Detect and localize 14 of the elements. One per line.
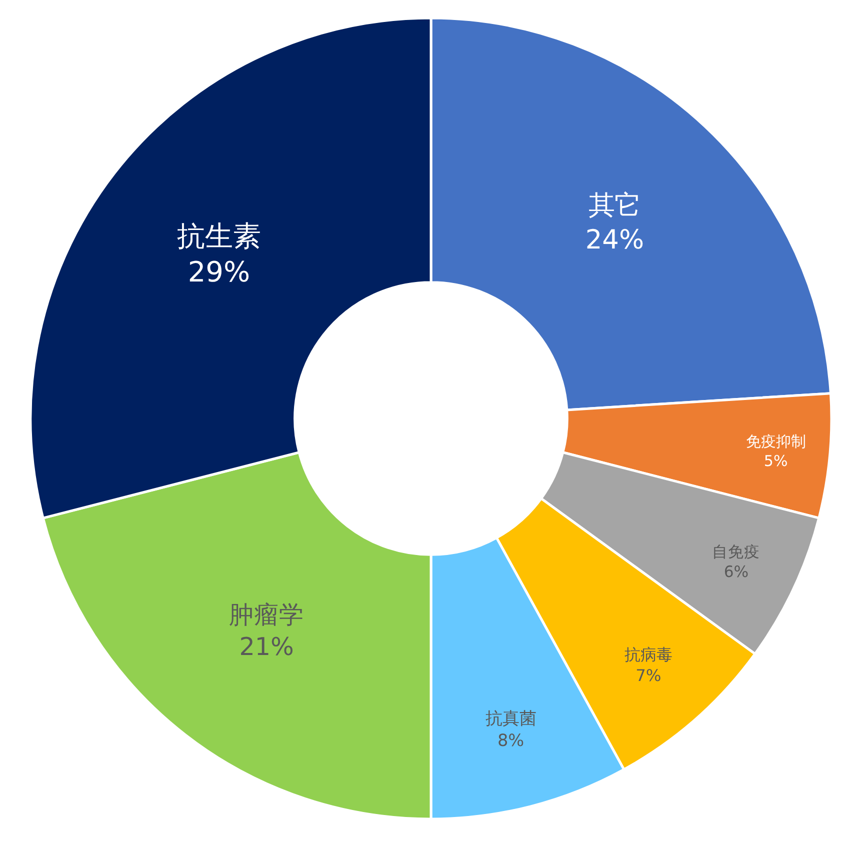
data-label: 7% (636, 666, 662, 686)
data-label: 6% (724, 563, 749, 582)
slice-label: 肿瘤学 (229, 600, 304, 630)
slice-label: 免疫抑制 (746, 432, 806, 450)
slice-label: 抗生素 (176, 219, 261, 252)
data-label: 5% (764, 452, 788, 470)
slice-label: 抗真菌 (485, 708, 536, 728)
slice-label: 抗病毒 (624, 645, 672, 664)
data-label: 29% (188, 256, 250, 289)
data-label: 8% (497, 730, 524, 750)
slice-label: 自免疫 (712, 542, 760, 561)
data-label: 21% (239, 632, 294, 662)
slice-label: 其它 (588, 190, 641, 222)
data-label: 24% (585, 224, 644, 256)
